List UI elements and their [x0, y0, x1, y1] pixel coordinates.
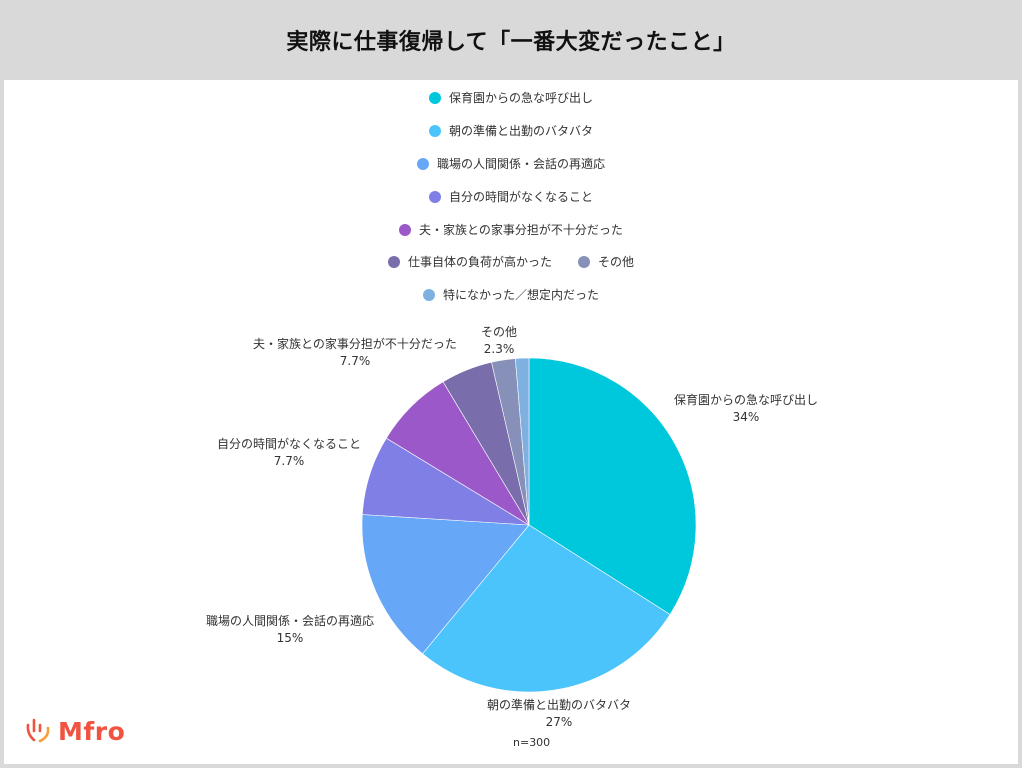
legend-marker-icon	[578, 255, 590, 268]
legend-row: 仕事自体の負荷が高かった その他	[4, 253, 1018, 270]
legend-item[interactable]: 職場の人間関係・会話の再適応	[416, 155, 605, 172]
legend-item[interactable]: 朝の準備と出勤のバタバタ	[428, 122, 593, 139]
sample-size-label: n=300	[513, 736, 551, 749]
pie-slice[interactable]	[528, 357, 697, 615]
legend-marker-icon	[387, 255, 400, 268]
legend-marker-icon	[428, 190, 441, 203]
legend-label: 夫・家族との家事分担が不十分だった	[419, 223, 623, 237]
legend-row: 朝の準備と出勤のバタバタ	[4, 122, 1018, 139]
slice-label-value: 15%	[276, 631, 304, 645]
legend-item[interactable]: 仕事自体の負荷が高かった	[387, 253, 552, 270]
slice-label-name: 自分の時間がなくなること	[216, 437, 362, 451]
slice-data-label: 朝の準備と出勤のバタバタ 27%	[487, 697, 631, 731]
chart-title: 実際に仕事復帰して「一番大変だったこと」	[286, 30, 736, 55]
slice-data-label: その他 2.3%	[481, 324, 517, 358]
legend-marker-icon	[428, 91, 441, 104]
slice-data-label: 職場の人間関係・会話の再適応 15%	[206, 613, 374, 647]
legend-label: 仕事自体の負荷が高かった	[407, 255, 552, 269]
legend-row: 自分の時間がなくなること	[4, 188, 1018, 205]
slice-data-label: 夫・家族との家事分担が不十分だった 7.7%	[253, 336, 457, 370]
logo-text: Mfro	[58, 716, 126, 746]
slice-label-value: 7.7%	[273, 454, 305, 468]
pie-slice[interactable]	[361, 514, 530, 655]
legend-row: 職場の人間関係・会話の再適応	[4, 155, 1018, 172]
legend-item[interactable]: 自分の時間がなくなること	[428, 188, 593, 205]
slice-data-label: 自分の時間がなくなること 7.7%	[217, 436, 361, 470]
pie-slice[interactable]	[515, 357, 530, 526]
legend-row: 保育園からの急な呼び出し	[4, 89, 1018, 106]
chart-header: 実際に仕事復帰して「一番大変だったこと」	[0, 0, 1022, 80]
slice-label-name: 保育園からの急な呼び出し	[673, 393, 819, 407]
slice-label-name: 朝の準備と出勤のバタバタ	[486, 698, 632, 712]
legend-item[interactable]: 夫・家族との家事分担が不十分だった	[399, 221, 623, 238]
pie-slice[interactable]	[422, 524, 671, 693]
legend-marker-icon	[416, 157, 429, 170]
pie-chart	[361, 357, 697, 693]
legend-marker-icon	[399, 223, 412, 236]
legend-marker-icon	[428, 124, 441, 137]
legend-row: 特になかった／想定内だった	[4, 286, 1018, 303]
slice-label-value: 27%	[545, 715, 573, 729]
legend-label: 特になかった／想定内だった	[442, 288, 599, 302]
legend-item[interactable]: 特になかった／想定内だった	[422, 286, 599, 303]
brand-logo: Mfro	[24, 716, 125, 746]
slice-label-value: 2.3%	[483, 342, 515, 356]
slice-label-name: その他	[480, 325, 518, 339]
legend-label: 朝の準備と出勤のバタバタ	[448, 124, 593, 138]
chart-panel: 保育園からの急な呼び出し 朝の準備と出勤のバタバタ 職場の人間関係・会話の再適応 自分…	[4, 80, 1018, 764]
legend-label: その他	[598, 255, 635, 269]
slice-label-name: 夫・家族との家事分担が不十分だった	[253, 337, 457, 351]
legend-label: 自分の時間がなくなること	[448, 190, 593, 204]
hand-wave-icon	[26, 718, 50, 743]
legend-marker-icon	[422, 288, 435, 301]
legend-row: 夫・家族との家事分担が不十分だった	[4, 221, 1018, 238]
slice-label-value: 34%	[732, 410, 760, 424]
legend-label: 保育園からの急な呼び出し	[448, 91, 593, 105]
slice-label-value: 7.7%	[339, 354, 371, 368]
legend-label: 職場の人間関係・会話の再適応	[436, 157, 605, 171]
legend-item[interactable]: その他	[578, 253, 634, 270]
slice-label-name: 職場の人間関係・会話の再適応	[205, 614, 375, 628]
slice-data-label: 保育園からの急な呼び出し 34%	[674, 392, 818, 426]
legend-item[interactable]: 保育園からの急な呼び出し	[428, 89, 593, 106]
